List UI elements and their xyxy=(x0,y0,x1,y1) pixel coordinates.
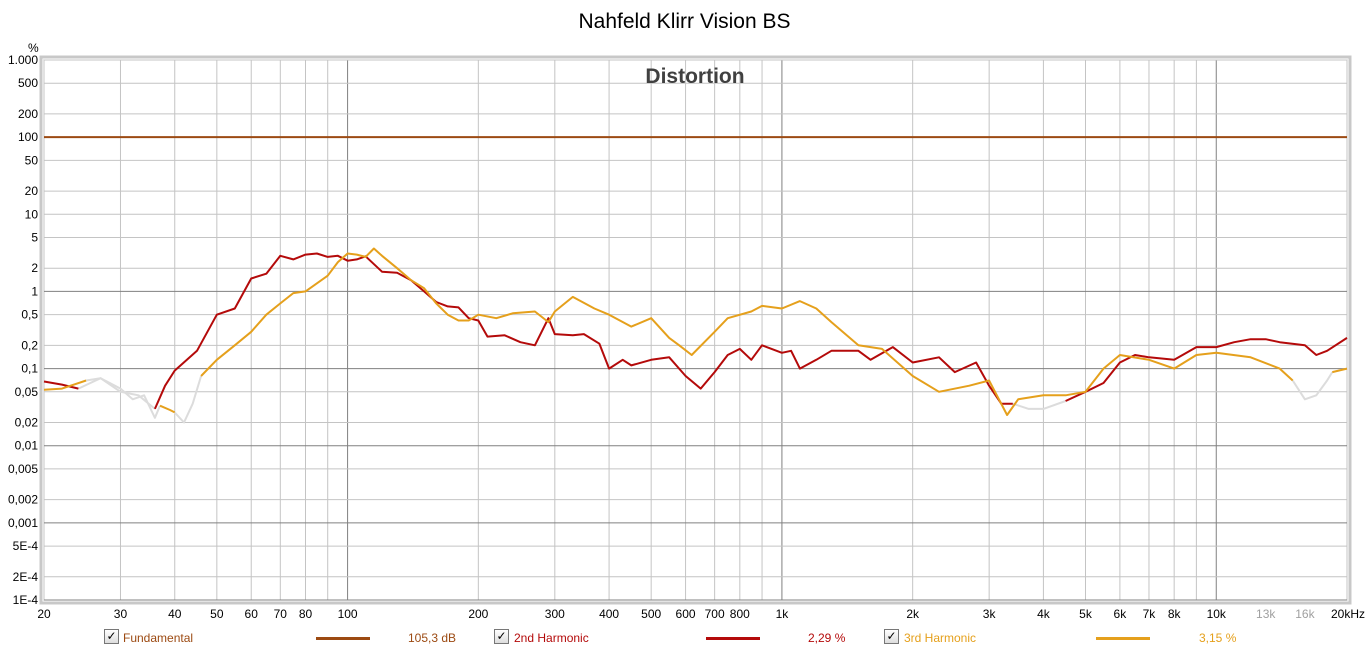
x-tick-label: 40 xyxy=(168,607,182,621)
x-tick-label: 2k xyxy=(906,607,920,621)
y-tick-label: 10 xyxy=(25,207,39,221)
x-tick-label: 200 xyxy=(468,607,488,621)
y-tick-label: 2E-4 xyxy=(13,570,39,584)
2nd-harmonic-line xyxy=(153,252,1013,410)
2nd-harmonic-line xyxy=(43,380,79,390)
y-tick-label: 0,05 xyxy=(15,385,39,399)
plot-area xyxy=(43,59,1348,601)
x-tick-label: 300 xyxy=(545,607,565,621)
y-tick-label: 1.000 xyxy=(8,53,38,67)
y-tick-label: 200 xyxy=(18,107,38,121)
x-tick-label: 600 xyxy=(676,607,696,621)
x-tick-label: 400 xyxy=(599,607,619,621)
x-tick-label: 70 xyxy=(274,607,288,621)
y-tick-label: 0,001 xyxy=(8,516,38,530)
legend-fundamental-label: Fundamental xyxy=(123,631,194,645)
3rd-harmonic-faded-segment xyxy=(1291,371,1334,401)
y-tick-label: 0,2 xyxy=(21,338,38,352)
x-tick-label: 4k xyxy=(1037,607,1051,621)
x-tick-label: 20kHz xyxy=(1331,607,1365,621)
x-tick-label: 1k xyxy=(776,607,790,621)
3rd-harmonic-checkbox[interactable]: ✓ xyxy=(884,629,899,644)
x-tick-label: 100 xyxy=(338,607,358,621)
legend-3rd-harmonic-swatch xyxy=(1096,637,1150,640)
x-tick-label: 13k xyxy=(1256,607,1276,621)
y-tick-label: 0,02 xyxy=(15,415,39,429)
x-tick-label: 7k xyxy=(1143,607,1157,621)
x-tick-label: 10k xyxy=(1207,607,1227,621)
y-axis-label: % xyxy=(28,41,39,55)
3rd-harmonic-faded-segment xyxy=(85,377,161,419)
y-tick-label: 1 xyxy=(31,284,38,298)
plot-subtitle: Distortion xyxy=(645,65,744,88)
legend-2nd-harmonic-swatch xyxy=(706,637,760,640)
y-tick-label: 500 xyxy=(18,76,38,90)
x-tick-label: 20 xyxy=(37,607,51,621)
y-tick-label: 100 xyxy=(18,130,38,144)
y-tick-label: 2 xyxy=(31,261,38,275)
y-tick-label: 0,005 xyxy=(8,462,38,476)
y-tick-label: 50 xyxy=(25,153,39,167)
y-tick-label: 0,002 xyxy=(8,493,38,507)
x-tick-label: 800 xyxy=(730,607,750,621)
plot-frame xyxy=(39,55,1352,605)
2nd-harmonic-checkbox[interactable]: ✓ xyxy=(494,629,509,644)
2nd-harmonic-faded-segment xyxy=(77,377,156,410)
3rd-harmonic-line xyxy=(43,379,87,391)
y-tick-label: 5E-4 xyxy=(13,539,39,553)
x-tick-label: 16k xyxy=(1295,607,1315,621)
2nd-harmonic-faded-segment xyxy=(1012,400,1066,410)
x-tick-label: 8k xyxy=(1168,607,1182,621)
x-tick-label: 700 xyxy=(705,607,725,621)
3rd-harmonic-faded-segment xyxy=(173,375,203,424)
legend-fundamental-value: 105,3 dB xyxy=(408,631,457,645)
x-tick-label: 3k xyxy=(983,607,997,621)
y-tick-label: 0,5 xyxy=(21,308,38,322)
x-tick-label: 50 xyxy=(210,607,224,621)
chart-title: Nahfeld Klirr Vision BS xyxy=(578,10,791,33)
3rd-harmonic-line xyxy=(159,404,176,414)
x-tick-label: 500 xyxy=(641,607,661,621)
x-tick-label: 6k xyxy=(1114,607,1128,621)
fundamental-checkbox[interactable]: ✓ xyxy=(104,629,119,644)
2nd-harmonic-line xyxy=(1065,337,1348,402)
y-tick-label: 5 xyxy=(31,231,38,245)
legend-2nd-harmonic-value: 2,29 % xyxy=(808,631,846,645)
legend-3rd-harmonic-label: 3rd Harmonic xyxy=(904,631,977,645)
x-tick-label: 80 xyxy=(299,607,313,621)
y-tick-label: 20 xyxy=(25,184,39,198)
y-tick-label: 0,01 xyxy=(15,439,39,453)
legend-fundamental-swatch xyxy=(316,637,370,640)
3rd-harmonic-line xyxy=(200,247,1294,416)
y-tick-label: 1E-4 xyxy=(13,593,39,607)
x-tick-label: 5k xyxy=(1079,607,1093,621)
y-tick-label: 0,1 xyxy=(21,362,38,376)
3rd-harmonic-line xyxy=(1332,367,1348,374)
legend-3rd-harmonic-value: 3,15 % xyxy=(1199,631,1237,645)
x-tick-label: 60 xyxy=(245,607,259,621)
legend-2nd-harmonic-label: 2nd Harmonic xyxy=(514,631,589,645)
x-tick-label: 30 xyxy=(114,607,128,621)
